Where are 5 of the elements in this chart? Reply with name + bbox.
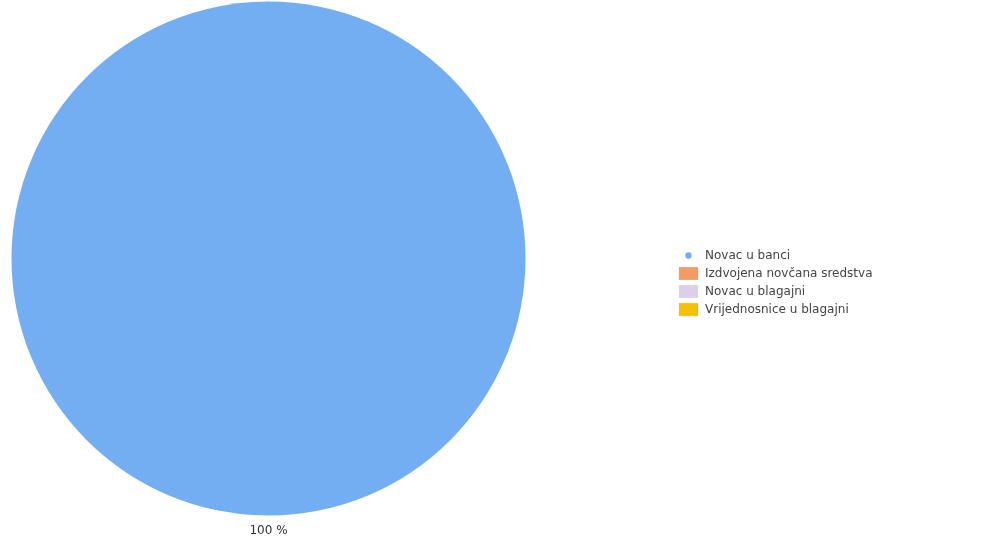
legend-label: Novac u banci: [705, 248, 791, 262]
data-label: 100 %: [249, 522, 288, 537]
legend-label: Izdvojena novčana sredstva: [705, 266, 873, 280]
legend-label: Vrijednosnice u blagajni: [705, 302, 849, 316]
legend-label: Novac u blagajni: [705, 284, 806, 298]
